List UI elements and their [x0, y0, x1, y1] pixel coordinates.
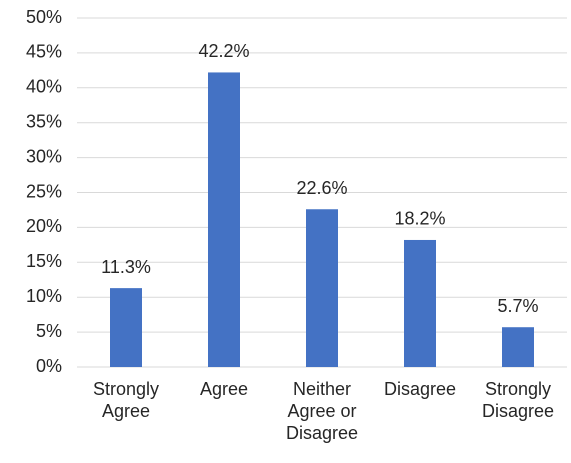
y-tick-label: 5% [36, 321, 62, 341]
y-tick-label: 20% [26, 216, 62, 236]
bar [502, 327, 534, 367]
data-label: 5.7% [497, 296, 538, 316]
data-label: 11.3% [101, 257, 151, 277]
y-tick-label: 50% [26, 7, 62, 27]
bar [110, 288, 142, 367]
x-tick-label: Agree [199, 379, 249, 399]
y-tick-label: 10% [26, 286, 62, 306]
y-tick-label: 40% [26, 77, 62, 97]
x-tick-label: Strongly Agree [92, 379, 160, 421]
y-tick-label: 0% [36, 356, 62, 376]
bar [208, 72, 240, 367]
y-tick-label: 15% [26, 251, 62, 271]
data-label: 42.2% [198, 41, 249, 61]
x-tick-label: Neither Agree or Disagree [285, 379, 359, 443]
y-tick-label: 25% [26, 181, 62, 201]
y-tick-label: 35% [26, 111, 62, 131]
x-tick-label: Disagree [383, 379, 457, 399]
bar [404, 239, 436, 367]
y-tick-label: 45% [26, 42, 62, 62]
data-label: 18.2% [394, 209, 445, 229]
y-tick-label: 30% [26, 146, 62, 166]
bar [306, 209, 338, 367]
data-label: 22.6% [296, 178, 347, 198]
x-tick-label: Strongly Disagree [481, 379, 555, 421]
